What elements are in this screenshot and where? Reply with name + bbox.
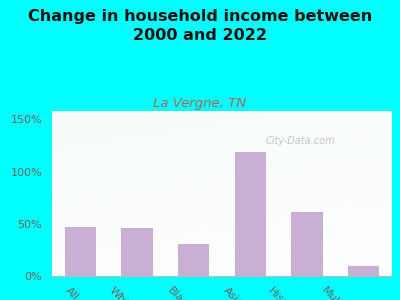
Bar [348, 266, 379, 276]
Bar [235, 152, 266, 276]
Text: City-Data.com: City-Data.com [265, 136, 335, 146]
Text: Change in household income between
2000 and 2022: Change in household income between 2000 … [28, 9, 372, 43]
Text: La Vergne, TN: La Vergne, TN [154, 98, 246, 110]
Bar [65, 227, 96, 276]
Bar [178, 244, 209, 276]
Bar [292, 212, 322, 276]
Bar [122, 228, 152, 276]
